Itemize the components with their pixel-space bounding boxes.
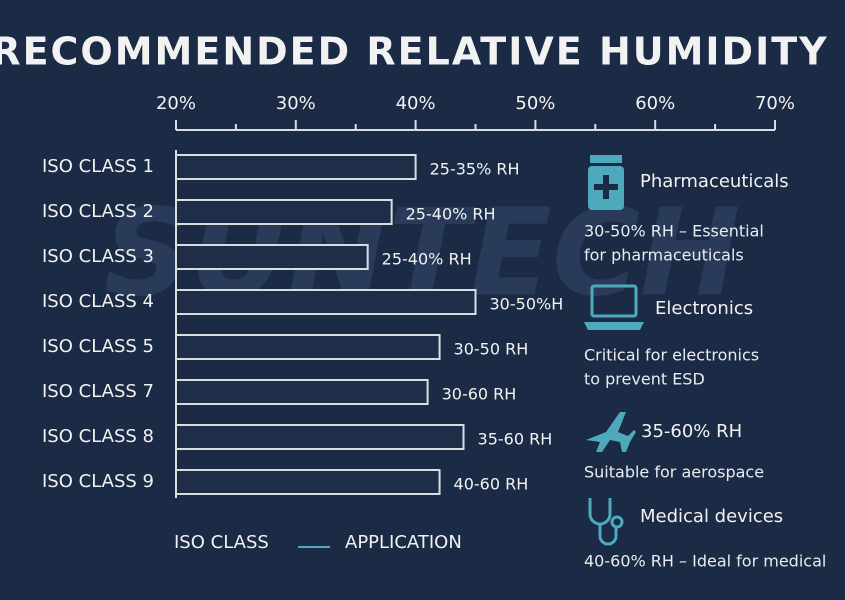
x-tick-label: 60% — [635, 93, 675, 114]
pharma-icon — [588, 155, 624, 210]
panel-text: to prevent ESD — [584, 370, 705, 389]
y-tick-label: ISO CLASS 8 — [42, 426, 154, 447]
stethoscope-icon — [588, 498, 624, 546]
y-tick-label: ISO CLASS 4 — [42, 291, 154, 312]
y-tick-label: ISO CLASS 5 — [42, 336, 154, 357]
panel-title: Pharmaceuticals — [640, 171, 789, 192]
bar — [175, 154, 417, 180]
chart-title: RECOMMENDED RELATIVE HUMIDITY — [0, 30, 829, 74]
bar-label: 30-50 RH — [454, 340, 529, 359]
legend-label: ISO CLASS — [174, 532, 269, 553]
panel-title: 35-60% RH — [641, 421, 742, 442]
bar — [175, 289, 477, 315]
bar — [175, 469, 441, 495]
x-tick-label: 30% — [276, 93, 316, 114]
panel-text: Critical for electronics — [584, 346, 759, 365]
bar-label: 40-60 RH — [454, 475, 529, 494]
plane-icon — [586, 412, 636, 452]
y-tick-label: ISO CLASS 3 — [42, 246, 154, 267]
bar — [175, 424, 465, 450]
x-tick-label: 50% — [515, 93, 555, 114]
bar-label: 25-40% RH — [382, 250, 472, 269]
panel-text: 40-60% RH – Ideal for medical — [584, 552, 826, 571]
bar-label: 30-50%H — [490, 295, 564, 314]
x-tick-label: 40% — [396, 93, 436, 114]
laptop-icon — [584, 284, 644, 330]
panel-text: Suitable for aerospace — [584, 463, 764, 482]
bar-label: 30-60 RH — [442, 385, 517, 404]
y-tick-label: ISO CLASS 9 — [42, 471, 154, 492]
bar-label: 25-40% RH — [406, 205, 496, 224]
bar-label: 35-60 RH — [478, 430, 553, 449]
y-tick-label: ISO CLASS 2 — [42, 201, 154, 222]
bar — [175, 199, 393, 225]
panel-title: Medical devices — [640, 506, 783, 527]
bar — [175, 244, 369, 270]
y-tick-label: ISO CLASS 7 — [42, 381, 154, 402]
x-tick-label: 70% — [755, 93, 795, 114]
bar — [175, 379, 429, 405]
panel-text: for pharmaceuticals — [584, 246, 744, 265]
panel-text: 30-50% RH – Essential — [584, 222, 764, 241]
y-tick-label: ISO CLASS 1 — [42, 156, 154, 177]
bar-label: 25-35% RH — [430, 160, 520, 179]
x-tick-label: 20% — [156, 93, 196, 114]
legend-label: APPLICATION — [345, 532, 462, 553]
bar — [175, 334, 441, 360]
panel-title: Electronics — [655, 298, 753, 319]
